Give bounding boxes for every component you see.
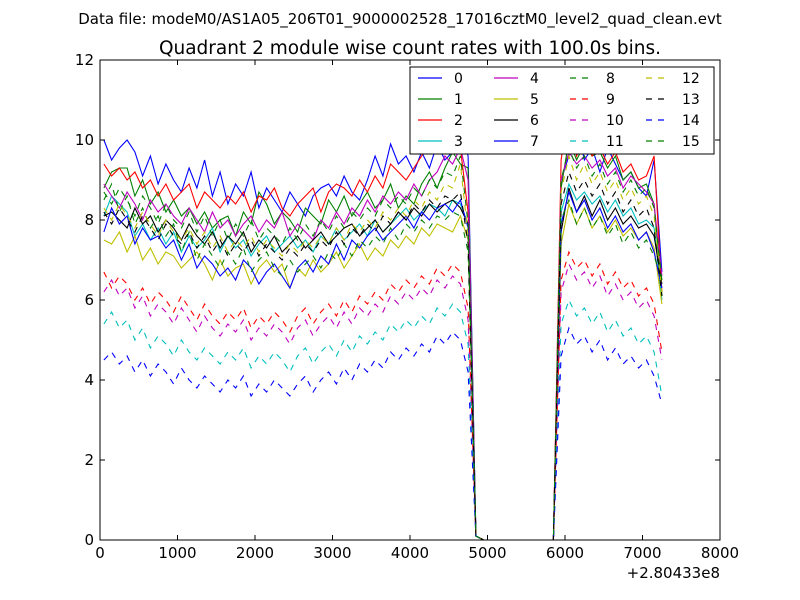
legend-label-9: 9 bbox=[606, 92, 615, 108]
y-tick-label: 0 bbox=[84, 531, 94, 549]
x-tick-label: 4000 bbox=[391, 544, 429, 562]
legend-label-11: 11 bbox=[606, 134, 624, 150]
series-line-11 bbox=[103, 298, 663, 540]
series-line-5 bbox=[103, 202, 663, 540]
y-tick-label: 6 bbox=[84, 291, 94, 309]
x-tick-label: 3000 bbox=[313, 544, 351, 562]
y-tick-label: 8 bbox=[84, 211, 94, 229]
series-line-9 bbox=[103, 250, 663, 540]
x-tick-label: 8000 bbox=[701, 544, 739, 562]
y-tick-label: 12 bbox=[75, 51, 94, 69]
legend-label-3: 3 bbox=[454, 134, 463, 150]
chart-title: Quadrant 2 module wise count rates with … bbox=[159, 38, 661, 59]
series-line-7 bbox=[103, 190, 663, 540]
series-line-8 bbox=[103, 182, 663, 540]
legend-box bbox=[409, 66, 715, 155]
y-tick-label: 4 bbox=[84, 371, 94, 389]
x-tick-label: 2000 bbox=[236, 544, 274, 562]
chart-suptitle: Data file: modeM0/AS1A05_206T01_90000025… bbox=[78, 10, 722, 29]
y-tick-label: 10 bbox=[75, 131, 94, 149]
legend-label-15: 15 bbox=[682, 134, 700, 150]
legend-label-13: 13 bbox=[682, 92, 700, 108]
series-line-14 bbox=[103, 326, 663, 540]
x-tick-label: 1000 bbox=[158, 544, 196, 562]
legend-label-0: 0 bbox=[454, 71, 463, 87]
legend-label-1: 1 bbox=[454, 92, 463, 108]
axis-layer: 0 1000 2000 3000 4000 5000 6000 7000 80000246810… bbox=[75, 51, 739, 562]
legend-label-8: 8 bbox=[606, 71, 615, 87]
series-line-12 bbox=[103, 153, 663, 540]
x-tick-label: 0 bbox=[95, 544, 105, 562]
legend-label-14: 14 bbox=[682, 113, 700, 129]
series-line-10 bbox=[103, 262, 663, 540]
legend-label-4: 4 bbox=[530, 71, 539, 87]
x-tick-label: 6000 bbox=[546, 544, 584, 562]
series-layer bbox=[103, 107, 663, 540]
legend-label-5: 5 bbox=[530, 92, 539, 108]
x-offset-label: +2.80433e8 bbox=[627, 564, 720, 582]
legend-label-12: 12 bbox=[682, 71, 700, 87]
x-tick-label: 5000 bbox=[468, 544, 506, 562]
x-tick-label: 7000 bbox=[623, 544, 661, 562]
legend-label-2: 2 bbox=[454, 113, 463, 129]
plot-frame bbox=[99, 59, 721, 541]
legend-label-7: 7 bbox=[530, 134, 539, 150]
series-line-6 bbox=[103, 187, 663, 540]
legend-label-10: 10 bbox=[606, 113, 624, 129]
series-line-13 bbox=[103, 170, 663, 540]
legend-label-6: 6 bbox=[530, 113, 539, 129]
y-tick-label: 2 bbox=[84, 451, 94, 469]
